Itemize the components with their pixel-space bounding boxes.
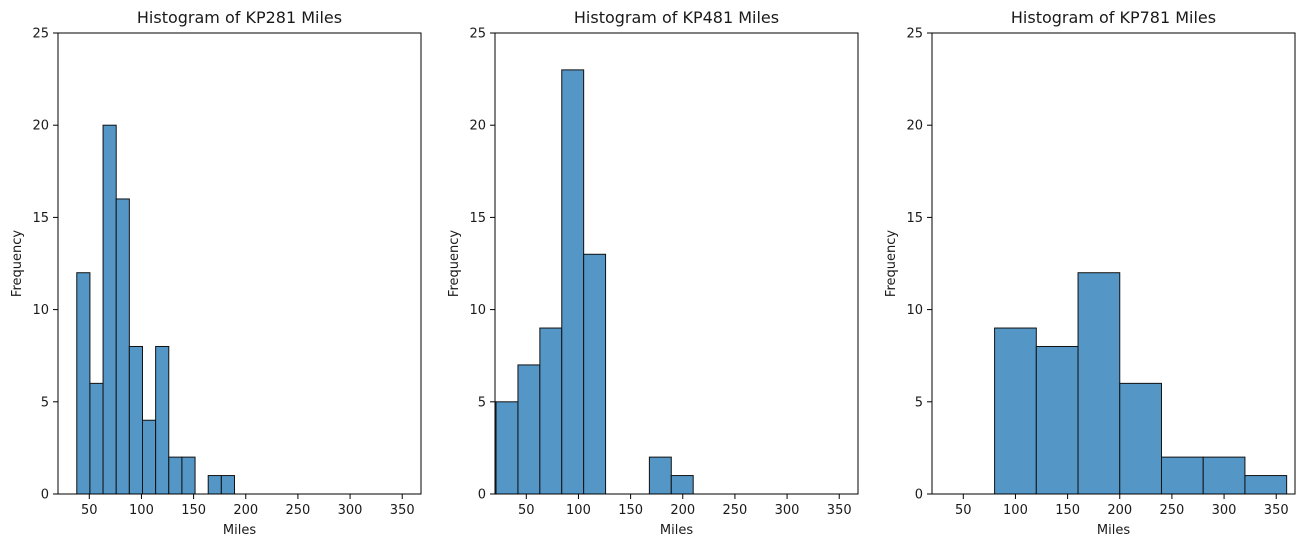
bar bbox=[539, 327, 563, 495]
y-tick-label: 15 bbox=[32, 211, 49, 226]
x-axis-label: Miles bbox=[1097, 523, 1130, 538]
bar bbox=[1244, 475, 1288, 495]
y-axis-label: Frequency bbox=[884, 230, 899, 297]
x-tick-label: 150 bbox=[1055, 503, 1080, 518]
bar bbox=[102, 124, 117, 495]
bar bbox=[1202, 456, 1246, 495]
x-tick-label: 100 bbox=[129, 503, 154, 518]
bar bbox=[670, 475, 694, 495]
y-tick-label: 0 bbox=[41, 488, 49, 503]
y-tick-label: 10 bbox=[32, 303, 49, 318]
y-tick-label: 25 bbox=[469, 27, 486, 42]
bar bbox=[76, 272, 91, 495]
y-tick-label: 15 bbox=[906, 211, 923, 226]
x-tick-label: 50 bbox=[81, 503, 98, 518]
x-tick-label: 150 bbox=[618, 503, 643, 518]
x-tick-label: 100 bbox=[1003, 503, 1028, 518]
bar bbox=[115, 198, 130, 495]
x-axis-label: Miles bbox=[660, 523, 693, 538]
bar bbox=[1035, 345, 1079, 495]
x-tick-label: 150 bbox=[181, 503, 206, 518]
x-tick-label: 350 bbox=[1264, 503, 1289, 518]
x-tick-label: 250 bbox=[285, 503, 310, 518]
chart-title: Histogram of KP781 Miles bbox=[1011, 8, 1216, 27]
axes-frame bbox=[57, 32, 422, 495]
chart-title: Histogram of KP281 Miles bbox=[137, 8, 342, 27]
chart-panel-kp781: Histogram of KP781 Miles Miles Frequency… bbox=[884, 8, 1296, 538]
bar bbox=[1119, 382, 1162, 495]
y-tick-label: 20 bbox=[906, 119, 923, 134]
y-tick-label: 0 bbox=[915, 488, 923, 503]
x-tick-label: 100 bbox=[566, 503, 591, 518]
x-tick-label: 200 bbox=[233, 503, 258, 518]
y-axis-label: Frequency bbox=[10, 230, 25, 297]
axes-frame bbox=[494, 32, 859, 495]
x-tick-label: 50 bbox=[518, 503, 535, 518]
bar bbox=[128, 345, 143, 495]
bar bbox=[207, 475, 222, 495]
y-tick-label: 5 bbox=[915, 395, 923, 410]
y-tick-label: 20 bbox=[469, 119, 486, 134]
y-tick-label: 5 bbox=[41, 395, 49, 410]
bar bbox=[994, 327, 1037, 495]
bar bbox=[495, 401, 519, 495]
bars bbox=[994, 272, 1288, 495]
bar bbox=[561, 69, 585, 495]
bar bbox=[1077, 272, 1121, 495]
x-tick-label: 200 bbox=[670, 503, 695, 518]
y-tick-label: 5 bbox=[478, 395, 486, 410]
y-axis-label: Frequency bbox=[447, 230, 462, 297]
y-tick-label: 20 bbox=[32, 119, 49, 134]
axes-frame bbox=[931, 32, 1296, 495]
bar bbox=[648, 456, 672, 495]
bar bbox=[1160, 456, 1204, 495]
x-tick-label: 50 bbox=[955, 503, 972, 518]
bar bbox=[583, 253, 607, 495]
chart-panel-kp481: Histogram of KP481 Miles Miles Frequency… bbox=[447, 8, 859, 538]
x-tick-label: 250 bbox=[1159, 503, 1184, 518]
x-tick-label: 300 bbox=[338, 503, 363, 518]
y-tick-label: 25 bbox=[32, 27, 49, 42]
bar bbox=[89, 382, 104, 495]
x-tick-label: 350 bbox=[390, 503, 415, 518]
chart-title: Histogram of KP481 Miles bbox=[574, 8, 779, 27]
bar bbox=[141, 419, 157, 495]
y-tick-label: 25 bbox=[906, 27, 923, 42]
bar bbox=[155, 345, 170, 495]
chart-panel-kp281: Histogram of KP281 Miles Miles Frequency… bbox=[10, 8, 422, 538]
x-axis-label: Miles bbox=[223, 523, 256, 538]
y-tick-label: 0 bbox=[478, 488, 486, 503]
x-tick-label: 350 bbox=[827, 503, 852, 518]
x-tick-label: 300 bbox=[775, 503, 800, 518]
x-tick-label: 300 bbox=[1212, 503, 1237, 518]
y-tick-label: 10 bbox=[906, 303, 923, 318]
bar bbox=[181, 456, 196, 495]
x-tick-label: 200 bbox=[1107, 503, 1132, 518]
bar bbox=[220, 475, 235, 495]
bar bbox=[168, 456, 183, 495]
y-tick-label: 10 bbox=[469, 303, 486, 318]
x-tick-label: 250 bbox=[722, 503, 747, 518]
bars bbox=[495, 69, 694, 495]
bars bbox=[76, 124, 235, 495]
y-tick-label: 15 bbox=[469, 211, 486, 226]
bar bbox=[517, 364, 541, 495]
